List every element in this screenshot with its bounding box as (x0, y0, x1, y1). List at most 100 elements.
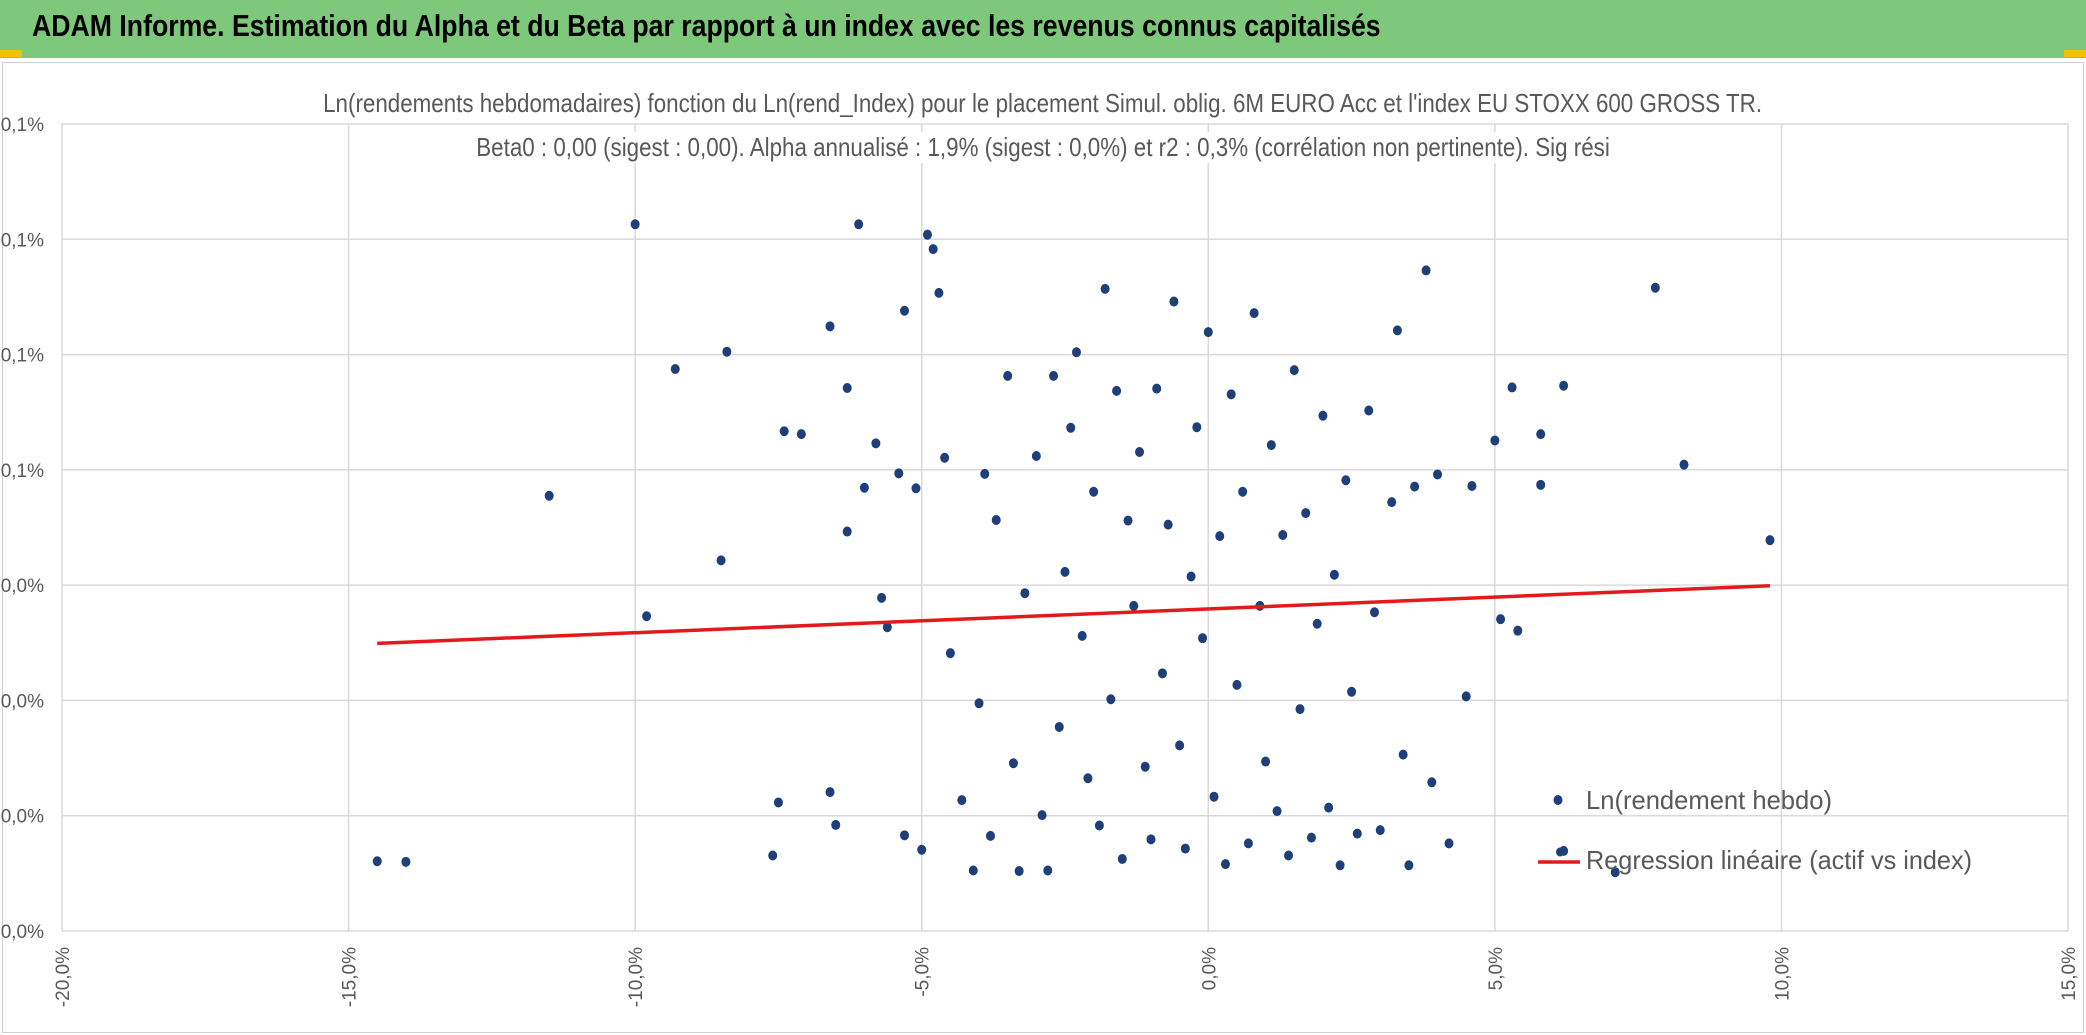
scatter-point (928, 244, 938, 255)
scatter-point (1054, 721, 1064, 732)
scatter-point (1049, 370, 1059, 381)
scatter-point (1169, 296, 1179, 307)
scatter-point (1496, 614, 1506, 625)
scatter-point (1329, 569, 1339, 580)
chart-frame (2, 62, 2084, 1033)
scatter-point (401, 856, 411, 867)
scatter-point (1444, 838, 1454, 849)
scatter-point (1369, 607, 1379, 618)
scatter-point (1341, 475, 1351, 486)
scatter-point (1066, 422, 1076, 433)
scatter-point (1513, 625, 1523, 636)
chart-title-line-2: Beta0 : 0,00 (sigest : 0,00). Alpha annu… (0, 132, 2086, 163)
scatter-point (1249, 308, 1259, 319)
scatter-point (1112, 385, 1122, 396)
scatter-point (1347, 686, 1357, 697)
chart-title-text-1: Ln(rendements hebdomadaires) fonction du… (314, 88, 1772, 119)
scatter-point (1215, 531, 1225, 542)
scatter-point (1610, 867, 1620, 878)
y-tick-label: 0,0% (1, 576, 44, 597)
scatter-point (940, 452, 950, 463)
scatter-point (859, 482, 869, 493)
scatter-point (871, 438, 881, 449)
scatter-point (1146, 834, 1156, 845)
scatter-point (1266, 440, 1276, 451)
scatter-point (917, 844, 927, 855)
scatter-point (1037, 810, 1047, 821)
scatter-point (1220, 859, 1230, 870)
scatter-point (779, 426, 789, 437)
x-tick-label: -15,0% (340, 947, 361, 1007)
scatter-point (1180, 843, 1190, 854)
y-tick-label: 0,1% (1, 230, 44, 251)
scatter-point (1031, 451, 1041, 462)
x-tick-label: -20,0% (53, 947, 74, 1007)
y-tick-label: 0,1% (1, 346, 44, 367)
scatter-point (544, 490, 554, 501)
scatter-point (968, 865, 978, 876)
scatter-point (1198, 633, 1208, 644)
regression-line-path (377, 583, 1771, 646)
scatter-point (670, 363, 680, 374)
scatter-point (991, 515, 1001, 526)
scatter-point (1507, 382, 1517, 393)
x-tick-label: 0,0% (1199, 947, 1220, 990)
scatter-point (1226, 389, 1236, 400)
scatter-point (1140, 761, 1150, 772)
scatter-point (945, 648, 955, 659)
scatter-point (825, 787, 835, 798)
scatter-point (1306, 832, 1316, 843)
scatter-point (1117, 853, 1127, 864)
scatter-point (900, 830, 910, 841)
scatter-point (768, 850, 778, 861)
scatter-point (1100, 283, 1110, 294)
scatter-point (1083, 773, 1093, 784)
scatter-point (1295, 704, 1305, 715)
scatter-point (1003, 370, 1013, 381)
scatter-point (1387, 497, 1397, 508)
scatter-point (1289, 365, 1299, 376)
scatter-point (372, 856, 382, 867)
scatter-point (716, 555, 726, 566)
scatter-point (796, 429, 806, 440)
chart-title-text-2: Beta0 : 0,00 (sigest : 0,00). Alpha annu… (467, 132, 1619, 163)
scatter-point (642, 611, 652, 622)
scatter-point (1008, 758, 1018, 769)
scatter-point (911, 483, 921, 494)
y-tick-label: 0,0% (1, 691, 44, 712)
chart-title-line-1: Ln(rendements hebdomadaires) fonction du… (0, 88, 2086, 119)
scatter-point (1272, 806, 1282, 817)
corner-marker (2064, 50, 2086, 57)
scatter-point (1278, 529, 1288, 540)
scatter-point (1014, 866, 1024, 877)
scatter-point (773, 797, 783, 808)
scatter-point (1135, 446, 1145, 457)
scatter-point (1071, 347, 1081, 358)
scatter-point (1089, 486, 1099, 497)
scatter-point (1421, 265, 1431, 276)
scatter-point (1123, 515, 1133, 526)
x-axis-tick-labels: -20,0% -15,0% -10,0% -5,0% 0,0% 5,0% 10,0% 15,0… (53, 947, 2080, 1007)
scatter-point (1536, 429, 1546, 440)
scatter-point (1318, 410, 1328, 421)
legend-label-scatter: Ln(rendement hebdo) (1586, 785, 1832, 815)
legend: Ln(rendement hebdo) Regression linéaire (… (1538, 785, 1972, 875)
scatter-point (1301, 508, 1311, 519)
scatter-point (1243, 838, 1253, 849)
scatter-point (882, 622, 892, 633)
scatter-point (1094, 820, 1104, 831)
scatter-point (985, 830, 995, 841)
scatter-point (1352, 828, 1362, 839)
scatter-point (1284, 850, 1294, 861)
scatter-point (1077, 630, 1087, 641)
scatter-point (1650, 282, 1660, 293)
scatter-point (1398, 749, 1408, 760)
scatter-point (1559, 380, 1569, 391)
x-tick-label: -10,0% (626, 947, 647, 1007)
scatter-point (1364, 405, 1374, 416)
report-title: ADAM Informe. Estimation du Alpha et du … (32, 8, 1381, 43)
scatter-point (1392, 325, 1402, 336)
scatter-point (974, 698, 984, 709)
scatter-point (1261, 756, 1271, 767)
